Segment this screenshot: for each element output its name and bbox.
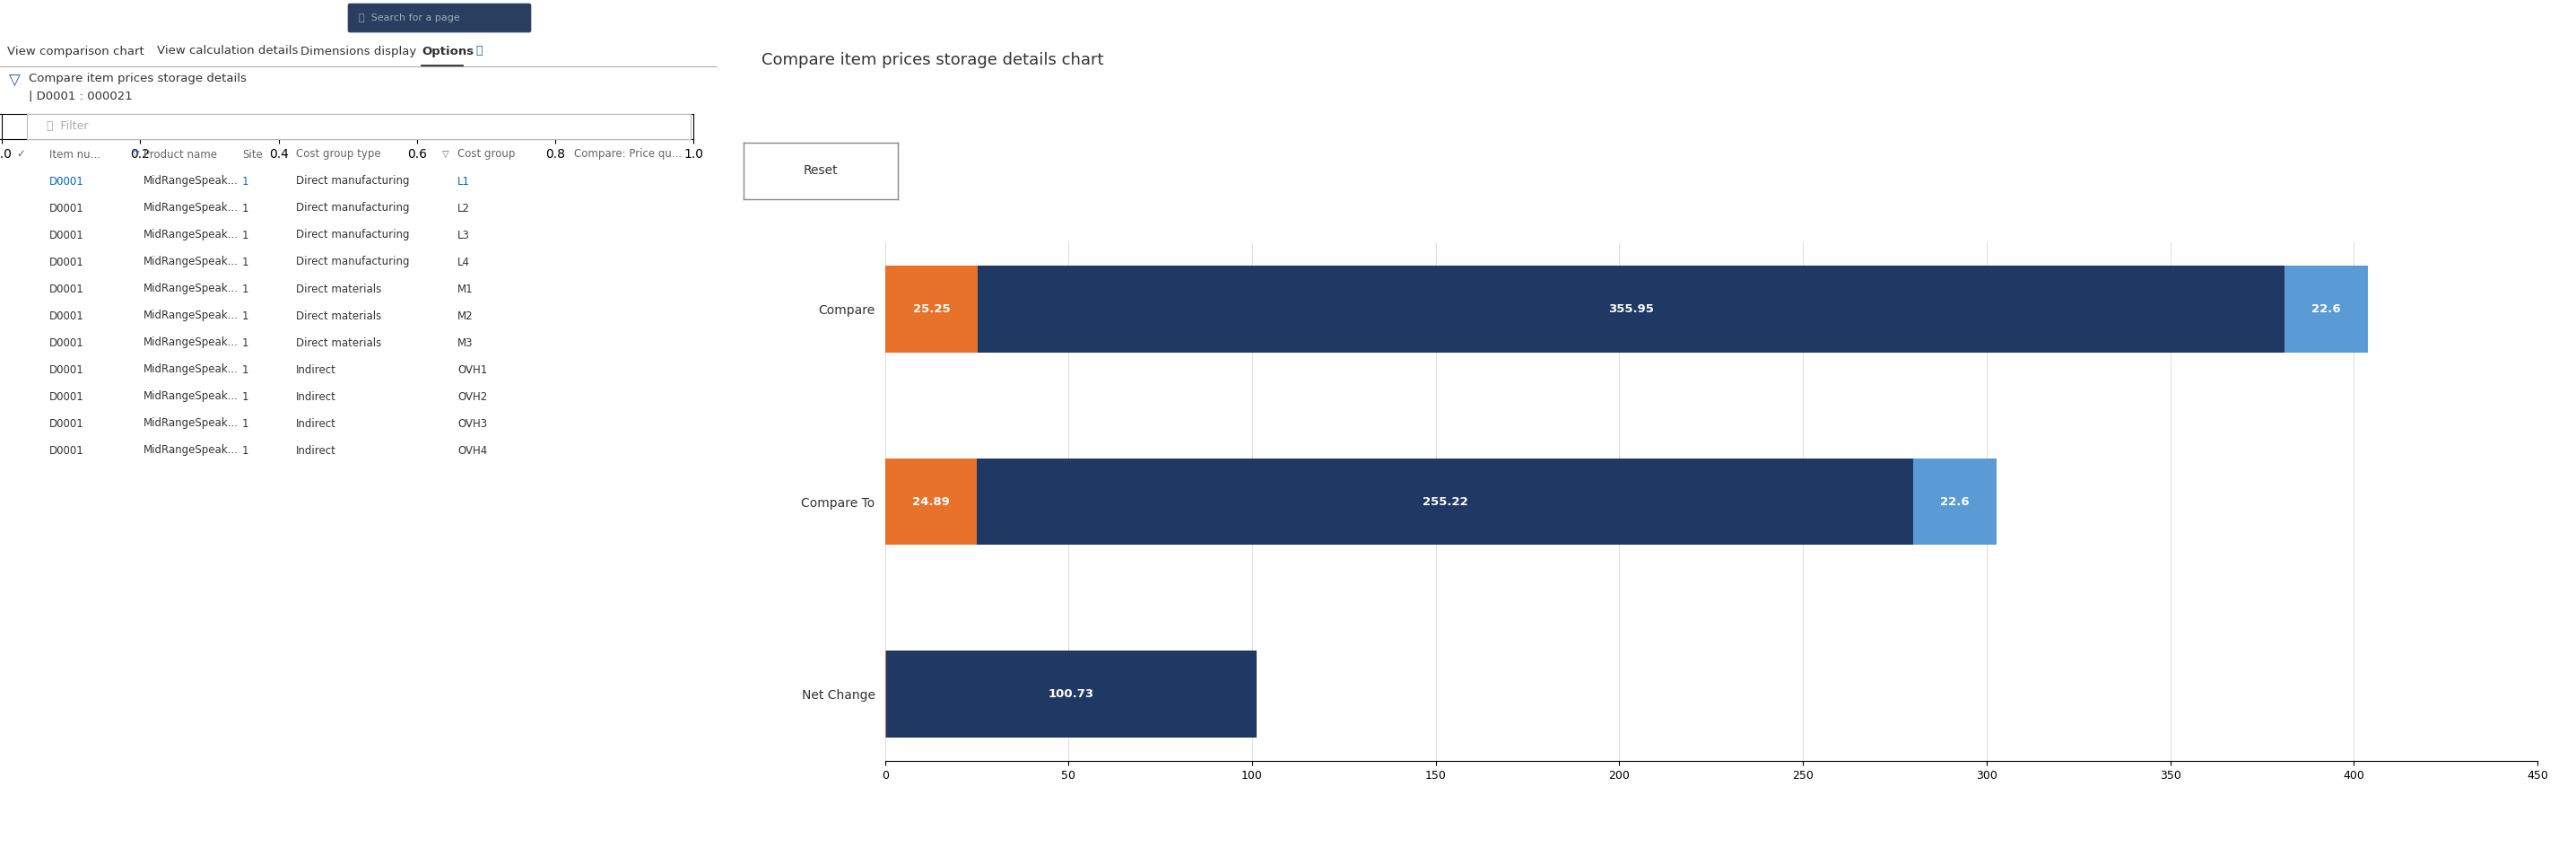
Bar: [1914, 458, 1996, 545]
Text: 255.22: 255.22: [1422, 496, 1468, 508]
Text: Compare item prices storage details: Compare item prices storage details: [28, 73, 247, 84]
Text: D0001: D0001: [49, 176, 85, 187]
Text: 1: 1: [242, 337, 250, 349]
Text: Direct manufacturing: Direct manufacturing: [296, 202, 410, 214]
Text: | D0001 : 000021: | D0001 : 000021: [28, 90, 131, 102]
Text: OVH3: OVH3: [459, 418, 487, 429]
Text: D0001: D0001: [49, 256, 85, 268]
Text: Site: Site: [242, 149, 263, 160]
Text: 1: 1: [242, 418, 250, 429]
Text: 🔍: 🔍: [477, 45, 482, 57]
Text: Indirect: Indirect: [296, 391, 337, 402]
Text: Compare: Price qu...: Compare: Price qu...: [574, 149, 683, 160]
Text: MidRangeSpeak...: MidRangeSpeak...: [144, 418, 240, 429]
Text: 1: 1: [242, 391, 250, 402]
Bar: [886, 266, 979, 352]
Text: MidRangeSpeak...: MidRangeSpeak...: [144, 364, 240, 375]
Text: Finance and Operations Preview: Finance and Operations Preview: [10, 10, 330, 27]
Text: 1: 1: [242, 310, 250, 322]
Text: View calculation details: View calculation details: [157, 45, 299, 57]
Text: D0001: D0001: [49, 364, 85, 375]
Legend: Indirect, Direct materials, Direct manufacturing: Indirect, Direct materials, Direct manuf…: [1525, 864, 1899, 865]
Text: Item nu...: Item nu...: [49, 149, 100, 160]
Text: MidRangeSpeak...: MidRangeSpeak...: [144, 256, 240, 268]
Text: Cost group: Cost group: [459, 149, 515, 160]
Text: 25.25: 25.25: [912, 304, 951, 315]
Text: 1: 1: [242, 445, 250, 456]
Text: Indirect: Indirect: [296, 364, 337, 375]
Text: 🔍  Search for a page: 🔍 Search for a page: [358, 14, 461, 22]
Text: L4: L4: [459, 256, 469, 268]
Text: Indirect: Indirect: [296, 418, 337, 429]
Text: M1: M1: [459, 283, 474, 295]
FancyBboxPatch shape: [348, 3, 531, 32]
Text: View comparison chart: View comparison chart: [8, 45, 144, 57]
Text: D0001: D0001: [49, 202, 85, 214]
Text: MidRangeSpeak...: MidRangeSpeak...: [144, 445, 240, 456]
Bar: [2285, 266, 2367, 352]
Text: OVH4: OVH4: [459, 445, 487, 456]
Text: MidRangeSpeak...: MidRangeSpeak...: [144, 229, 240, 241]
Text: MidRangeSpeak...: MidRangeSpeak...: [144, 283, 240, 295]
Text: OVH2: OVH2: [459, 391, 487, 402]
Text: ▽: ▽: [8, 73, 21, 89]
Text: Direct manufacturing: Direct manufacturing: [296, 229, 410, 241]
Text: Product name: Product name: [144, 149, 216, 160]
Text: 355.95: 355.95: [1607, 304, 1654, 315]
Text: D0001: D0001: [49, 391, 85, 402]
Text: Direct materials: Direct materials: [296, 283, 381, 295]
Text: ▽: ▽: [440, 150, 448, 159]
Bar: [976, 458, 1914, 545]
Text: Direct manufacturing: Direct manufacturing: [296, 256, 410, 268]
Text: OVH1: OVH1: [459, 364, 487, 375]
Text: L2: L2: [459, 202, 469, 214]
Text: 24.89: 24.89: [912, 496, 951, 508]
Text: Dimensions display: Dimensions display: [301, 45, 417, 57]
Bar: [979, 266, 2285, 352]
Text: MidRangeSpeak...: MidRangeSpeak...: [144, 391, 240, 402]
Text: Direct materials: Direct materials: [296, 337, 381, 349]
Text: 1: 1: [242, 176, 250, 187]
Text: Compare item prices storage details chart: Compare item prices storage details char…: [762, 53, 1103, 68]
Bar: [886, 651, 1257, 738]
Text: M2: M2: [459, 310, 474, 322]
Text: L1: L1: [459, 176, 469, 187]
Text: Options: Options: [422, 45, 474, 57]
Text: Direct manufacturing: Direct manufacturing: [296, 176, 410, 187]
Text: 1: 1: [242, 283, 250, 295]
Text: D0001: D0001: [49, 229, 85, 241]
Text: ?: ?: [2563, 10, 2571, 26]
Text: MidRangeSpeak...: MidRangeSpeak...: [144, 202, 240, 214]
Text: Reset: Reset: [804, 164, 837, 177]
Text: Cost group type: Cost group type: [296, 149, 381, 160]
Text: MidRangeSpeak...: MidRangeSpeak...: [144, 310, 240, 322]
Text: Direct materials: Direct materials: [296, 310, 381, 322]
Text: 1: 1: [242, 364, 250, 375]
Text: 1: 1: [242, 256, 250, 268]
Text: D0001: D0001: [49, 445, 85, 456]
Text: ✓: ✓: [15, 149, 26, 160]
Text: D0001: D0001: [49, 310, 85, 322]
Text: M3: M3: [459, 337, 474, 349]
Text: 1: 1: [242, 202, 250, 214]
Text: D0001: D0001: [49, 418, 85, 429]
Text: D0001: D0001: [49, 283, 85, 295]
Text: D0001: D0001: [49, 337, 85, 349]
Text: ▽: ▽: [129, 150, 139, 159]
Text: MidRangeSpeak...: MidRangeSpeak...: [144, 337, 240, 349]
Text: MidRangeSpeak...: MidRangeSpeak...: [144, 176, 240, 187]
Text: 22.6: 22.6: [1940, 496, 1971, 508]
Bar: [886, 458, 976, 545]
Text: 1: 1: [242, 229, 250, 241]
Text: 22.6: 22.6: [2311, 304, 2342, 315]
Text: Indirect: Indirect: [296, 445, 337, 456]
Text: 100.73: 100.73: [1048, 689, 1095, 700]
Text: L3: L3: [459, 229, 469, 241]
Text: 🔍  Filter: 🔍 Filter: [46, 121, 88, 132]
